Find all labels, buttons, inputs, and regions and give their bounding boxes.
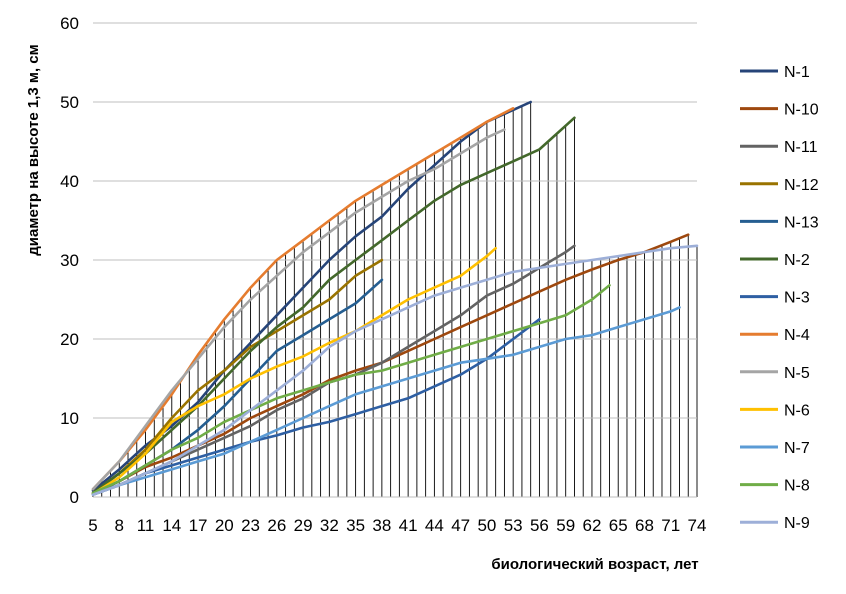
y-axis-title: диаметр на высоте 1,3 м, см — [25, 44, 42, 255]
series-line-n-11 — [91, 244, 576, 496]
legend-label: N-3 — [784, 290, 810, 307]
legend-label: N-13 — [784, 214, 819, 231]
x-tick-label: 56 — [530, 516, 549, 535]
legend-label: N-10 — [784, 102, 819, 119]
x-axis-title: биологический возраст, лет — [491, 556, 698, 573]
legend-label: N-1 — [784, 64, 810, 81]
legend-label: N-9 — [784, 515, 810, 532]
x-axis-ticks: 5 8 11 14 17 20 23 26 29 32 35 38 41 44 47 50 53 56 59 62 65… — [88, 516, 706, 535]
series-line-n-2 — [91, 116, 576, 495]
x-tick-label: 65 — [609, 516, 628, 535]
y-tick-label: 60 — [60, 14, 79, 33]
x-tick-label: 74 — [688, 516, 707, 535]
x-tick-label: 38 — [372, 516, 391, 535]
legend-label: N-4 — [784, 327, 810, 344]
x-tick-label: 53 — [504, 516, 523, 535]
x-tick-label: 68 — [635, 516, 654, 535]
x-tick-label: 23 — [241, 516, 260, 535]
drop-lines — [92, 102, 698, 497]
legend-label: N-5 — [784, 365, 810, 382]
x-tick-label: 5 — [88, 516, 97, 535]
y-tick-label: 50 — [60, 93, 79, 112]
legend-label: N-11 — [784, 139, 818, 156]
x-tick-label: 35 — [346, 516, 365, 535]
y-tick-label: 30 — [60, 251, 79, 270]
x-tick-label: 29 — [294, 516, 313, 535]
series-line-n-5 — [91, 128, 506, 491]
series-line-n-9 — [91, 244, 699, 496]
y-tick-label: 10 — [60, 409, 79, 428]
legend-label: N-6 — [784, 402, 810, 419]
y-tick-label: 40 — [60, 172, 79, 191]
x-tick-label: 8 — [115, 516, 124, 535]
legend: N-1 N-10 N-11 N-12 N-13 N-2 N-3 N-4 N-5 N-6 N-7 N-8… — [740, 64, 819, 532]
x-tick-label: 44 — [425, 516, 444, 535]
x-tick-label: 59 — [556, 516, 575, 535]
x-tick-label: 50 — [477, 516, 496, 535]
x-tick-label: 41 — [399, 516, 418, 535]
legend-label: N-2 — [784, 252, 810, 269]
x-tick-label: 62 — [582, 516, 601, 535]
series-line-n-3 — [91, 317, 541, 496]
legend-label: N-12 — [784, 177, 819, 194]
x-tick-label: 32 — [320, 516, 339, 535]
y-tick-label: 20 — [60, 330, 79, 349]
gridlines — [93, 22, 697, 498]
x-tick-label: 11 — [137, 516, 155, 535]
series-lines — [91, 100, 699, 496]
y-axis-ticks: 0 10 20 30 40 50 60 — [60, 14, 79, 507]
legend-label: N-8 — [784, 478, 810, 495]
x-tick-label: 26 — [267, 516, 286, 535]
legend-label: N-7 — [784, 440, 810, 457]
series-line-n-12 — [91, 258, 384, 495]
series-line-n-7 — [91, 306, 681, 496]
series-line-n-4 — [91, 107, 515, 491]
x-tick-label: 71 — [661, 516, 680, 535]
x-tick-label: 47 — [451, 516, 470, 535]
y-tick-label: 0 — [70, 488, 79, 507]
x-tick-label: 14 — [162, 516, 181, 535]
x-tick-label: 20 — [215, 516, 234, 535]
series-line-n-8 — [91, 283, 611, 495]
series-line-n-6 — [91, 246, 498, 496]
x-tick-label: 17 — [189, 516, 208, 535]
